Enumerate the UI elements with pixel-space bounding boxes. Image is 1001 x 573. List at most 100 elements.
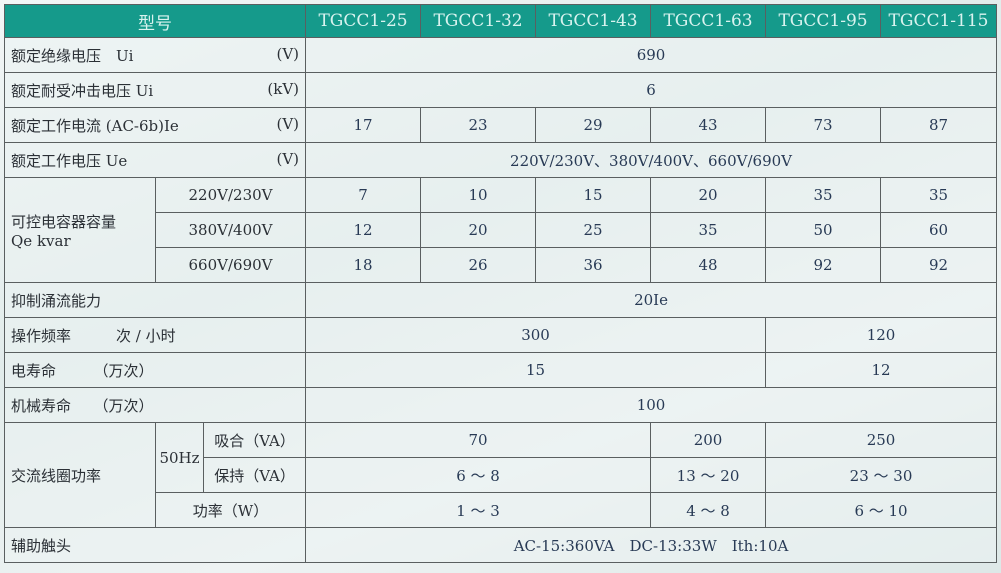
- table-row: 额定工作电流 (AC-6b)Ie (V) 17 23 29 43 73 87: [3, 107, 998, 143]
- row-label: 机械寿命 （万次）: [3, 387, 307, 423]
- cell: 15: [305, 352, 767, 388]
- cell: 20Ie: [305, 282, 998, 318]
- label-text: 可控电容器容量: [11, 212, 117, 231]
- header-row: 型号 TGCC1-25 TGCC1-32 TGCC1-43 TGCC1-63 T…: [3, 4, 998, 38]
- cell: 35: [765, 177, 882, 213]
- unit-text: (V): [276, 114, 300, 133]
- cell: 20: [650, 177, 767, 213]
- cell: 200: [650, 422, 767, 458]
- cell: 92: [880, 247, 998, 283]
- table-row: 辅助触头 AC-15:360VA DC-13:33W Ith:10A: [3, 527, 998, 563]
- cell: 12: [765, 352, 998, 388]
- cell: 43: [650, 107, 767, 143]
- unit-text: (V): [276, 149, 300, 168]
- cell: 50: [765, 212, 882, 248]
- cell: 26: [420, 247, 537, 283]
- cell: 13 ～ 20: [650, 457, 767, 493]
- cell: 17: [305, 107, 422, 143]
- spec-table: 型号 TGCC1-25 TGCC1-32 TGCC1-43 TGCC1-63 T…: [3, 4, 998, 563]
- cell: 6 ～ 10: [765, 492, 998, 528]
- cell: 15: [535, 177, 652, 213]
- table-row: 抑制涌流能力 20Ie: [3, 282, 998, 318]
- cell: 29: [535, 107, 652, 143]
- sub-label: 保持（VA）: [202, 457, 307, 493]
- cell: 70: [305, 422, 652, 458]
- cell: 35: [880, 177, 998, 213]
- label-text: 电寿命: [11, 361, 57, 380]
- table-row: 380V/400V 12 20 25 35 50 60: [5, 212, 998, 248]
- header-model: TGCC1-25: [305, 4, 422, 38]
- unit-text: (V): [276, 44, 300, 63]
- cell: 4 ～ 8: [650, 492, 767, 528]
- cell: 6: [305, 72, 998, 108]
- header-model: TGCC1-32: [420, 4, 537, 38]
- cell: 92: [765, 247, 882, 283]
- table-row: 机械寿命 （万次） 100: [3, 387, 998, 423]
- row-label: 额定工作电压 Ue (V): [3, 142, 307, 178]
- cell: 12: [305, 212, 422, 248]
- label-text: 额定工作电流 (AC-6b)Ie: [11, 116, 179, 135]
- row-label: 辅助触头: [3, 527, 307, 563]
- cell: 25: [535, 212, 652, 248]
- table-row: 操作频率 次 / 小时 300 120: [3, 317, 998, 353]
- label-text: 额定绝缘电压 Ui: [11, 46, 134, 65]
- row-label: 额定耐受冲击电压 Ui (kV): [3, 72, 307, 108]
- header-model-label: 型号: [3, 4, 307, 38]
- table-row: 额定耐受冲击电压 Ui (kV) 6: [3, 72, 998, 108]
- unit-text: (kV): [267, 79, 300, 98]
- row-label: 操作频率 次 / 小时: [3, 317, 307, 353]
- sub-label: 220V/230V: [154, 177, 307, 213]
- sub-label: 380V/400V: [154, 212, 307, 248]
- table-row: 保持（VA） 6 ～ 8 13 ～ 20 23 ～ 30: [5, 457, 998, 493]
- cell: 23 ～ 30: [765, 457, 998, 493]
- cell: 120: [765, 317, 998, 353]
- cell: 23: [420, 107, 537, 143]
- unit-text: 次 / 小时: [116, 326, 176, 345]
- header-model: TGCC1-95: [765, 4, 882, 38]
- sub-label: 功率（W）: [154, 492, 307, 528]
- row-label: 抑制涌流能力: [3, 282, 307, 318]
- table-row: 电寿命 （万次） 15 12: [3, 352, 998, 388]
- row-label: 电寿命 （万次）: [3, 352, 307, 388]
- unit-text: （万次）: [101, 396, 154, 415]
- label-text: 额定耐受冲击电压 Ui: [11, 81, 154, 100]
- sub-label: 660V/690V: [154, 247, 307, 283]
- cell: 1 ～ 3: [305, 492, 652, 528]
- cell: 18: [305, 247, 422, 283]
- cell: 100: [305, 387, 998, 423]
- cell: 300: [305, 317, 767, 353]
- header-model: TGCC1-115: [880, 4, 998, 38]
- label-text: Qe kvar: [11, 231, 71, 250]
- unit-text: （万次）: [101, 361, 154, 380]
- cell: AC-15:360VA DC-13:33W Ith:10A: [305, 527, 998, 563]
- cell: 73: [765, 107, 882, 143]
- cell: 35: [650, 212, 767, 248]
- table-row: 额定工作电压 Ue (V) 220V/230V、380V/400V、660V/69…: [3, 142, 998, 178]
- cell: 87: [880, 107, 998, 143]
- cell: 6 ～ 8: [305, 457, 652, 493]
- row-label: 额定工作电流 (AC-6b)Ie (V): [3, 107, 307, 143]
- table-row: 额定绝缘电压 Ui (V) 690: [3, 37, 998, 73]
- cell: 48: [650, 247, 767, 283]
- label-text: 操作频率: [11, 326, 72, 345]
- row-label: 额定绝缘电压 Ui (V): [3, 37, 307, 73]
- cell: 60: [880, 212, 998, 248]
- cell: 250: [765, 422, 998, 458]
- table-row: 可控电容器容量 Qe kvar 220V/230V 7 10 15 20 35 3…: [4, 177, 998, 283]
- label-text: 机械寿命: [11, 396, 72, 415]
- table-row: 660V/690V 18 26 36 48 92 92: [5, 247, 998, 283]
- row-label: 可控电容器容量 Qe kvar: [4, 177, 156, 283]
- sub-label: 吸合（VA）: [202, 422, 307, 458]
- header-model: TGCC1-63: [650, 4, 767, 38]
- cell: 690: [305, 37, 998, 73]
- cell: 36: [535, 247, 652, 283]
- table-row: 功率（W） 1 ～ 3 4 ～ 8 6 ～ 10: [5, 492, 998, 528]
- cell: 20: [420, 212, 537, 248]
- header-model: TGCC1-43: [535, 4, 652, 38]
- table-row: 交流线圈功率 50Hz 吸合（VA） 70 200 250: [4, 422, 998, 528]
- cell: 10: [420, 177, 537, 213]
- cell: 220V/230V、380V/400V、660V/690V: [305, 142, 998, 178]
- row-label: 交流线圈功率: [4, 422, 156, 528]
- label-text: 额定工作电压 Ue: [11, 151, 128, 170]
- sub-label: 50Hz: [155, 422, 204, 493]
